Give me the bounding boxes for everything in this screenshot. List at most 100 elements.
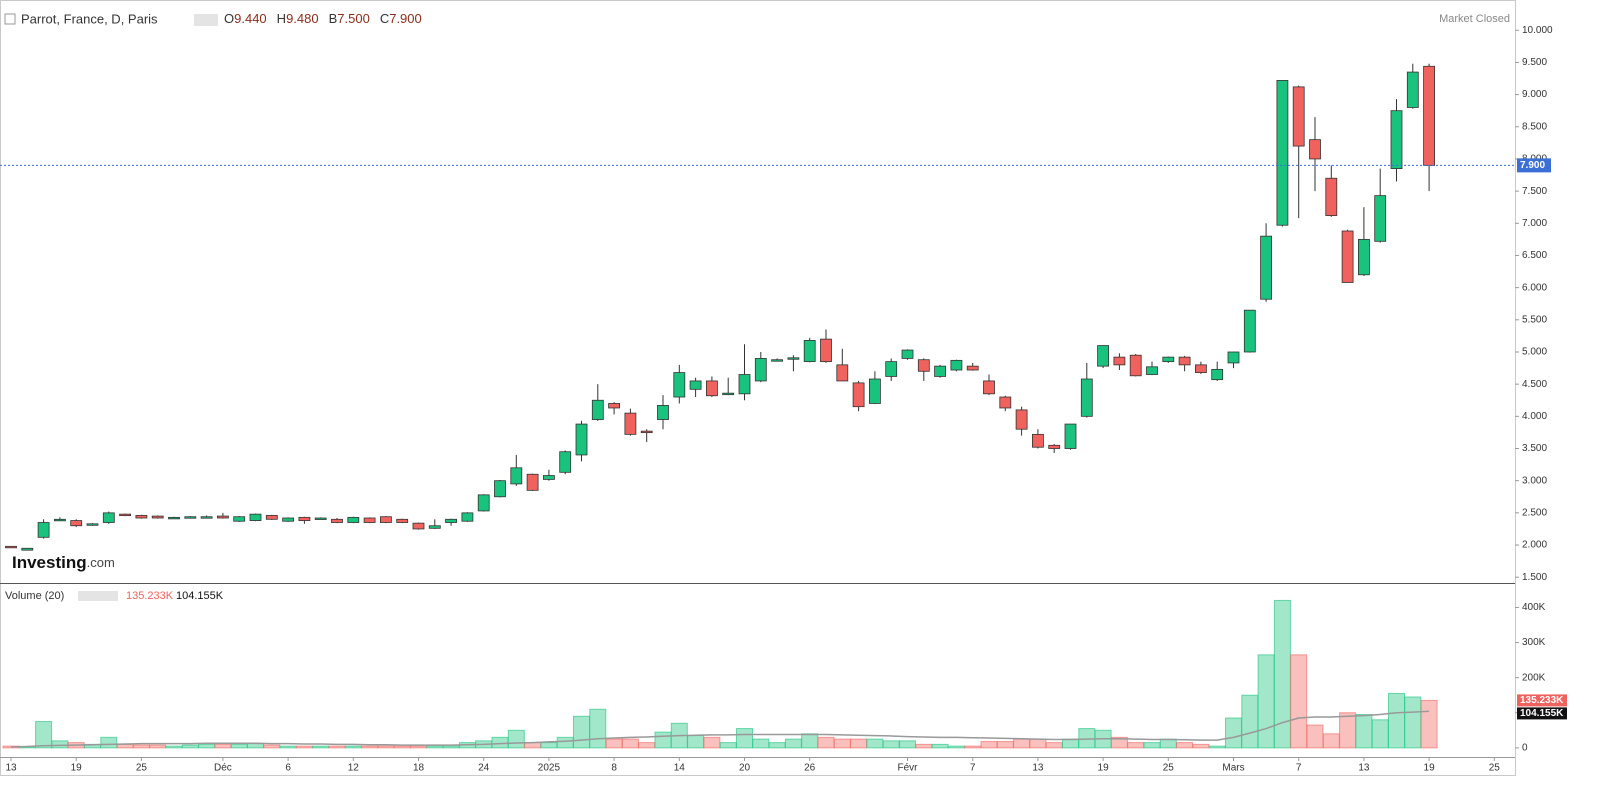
y-tick-label: 3.500: [1522, 443, 1547, 454]
candle-body: [1243, 309, 1256, 353]
volume-bar: [1062, 738, 1079, 749]
y-tick-label: 6.500: [1522, 250, 1547, 261]
volume-bar: [1371, 719, 1389, 749]
x-tick-label: 6: [285, 763, 291, 774]
volume-bar: [1241, 694, 1259, 749]
x-tick-label: 20: [739, 763, 751, 774]
logo-suffix: .com: [87, 555, 115, 570]
candle-body: [1032, 433, 1044, 448]
candle-body: [591, 399, 604, 420]
candle-body: [885, 361, 898, 377]
candle-body: [151, 515, 164, 519]
volume-icons[interactable]: [78, 591, 118, 601]
ohlc-key: H: [277, 11, 286, 26]
volume-bar: [1339, 712, 1357, 749]
volume-bar: [442, 745, 460, 749]
ohlc-value: 9.480: [286, 11, 319, 26]
volume-bar: [556, 736, 574, 749]
volume-bar: [1176, 742, 1194, 749]
candle-body: [1097, 345, 1109, 367]
candle-body: [754, 358, 767, 382]
candle-body: [836, 364, 849, 382]
x-tick-label: 26: [804, 763, 816, 774]
candle-body: [265, 515, 278, 520]
candle-body: [412, 522, 425, 530]
candle-body: [1325, 177, 1338, 216]
ohlc-key: C: [380, 11, 389, 26]
candle-body: [608, 403, 620, 409]
candle-body: [1227, 351, 1240, 364]
ohlc-legend: O9.440: [224, 11, 267, 26]
volume-bar: [1290, 654, 1308, 749]
candle-body: [624, 412, 637, 435]
candle-body: [999, 396, 1012, 409]
volume-bar: [947, 745, 965, 749]
candle-body: [917, 359, 930, 372]
volume-bar: [198, 743, 216, 749]
candle-body: [200, 516, 213, 519]
volume-bar: [116, 743, 134, 749]
volume-bar: [931, 743, 949, 749]
volume-bar: [964, 745, 982, 749]
candle-body: [1015, 409, 1028, 430]
volume-bar: [1355, 714, 1373, 749]
candle-body: [21, 547, 34, 551]
volume-bar: [1420, 699, 1438, 749]
volume-bar: [312, 745, 330, 749]
volume-bar: [687, 735, 705, 749]
candle-body: [314, 517, 327, 520]
candle-body: [1423, 65, 1435, 166]
candle-body: [543, 475, 555, 480]
volume-bar: [784, 738, 802, 749]
candle-body: [184, 516, 197, 519]
candle-body: [787, 357, 800, 360]
y-tick-label: 4.500: [1522, 379, 1547, 390]
volume-bar: [377, 745, 395, 749]
volume-bar: [1078, 728, 1096, 749]
y-tick-label: 1.500: [1522, 572, 1547, 583]
volume-ma-tag: [1517, 707, 1567, 720]
x-tick-label: 19: [1098, 763, 1110, 774]
y-tick-label: 3.000: [1522, 475, 1547, 486]
candle-body: [363, 517, 376, 523]
volume-bar: [1029, 738, 1047, 749]
x-tick-label: 7: [1296, 763, 1302, 774]
candle-body: [771, 359, 783, 362]
candle-body: [820, 338, 832, 363]
candle-body: [298, 516, 311, 521]
candle-body: [1260, 235, 1272, 300]
candle-body: [1374, 195, 1387, 242]
volume-bar: [573, 715, 590, 749]
candle-body: [706, 380, 718, 397]
header-icons[interactable]: [194, 14, 218, 26]
candle-body: [852, 382, 865, 408]
candle-body: [347, 516, 360, 523]
candle-body: [657, 404, 669, 420]
volume-bar: [100, 736, 118, 749]
volume-bar: [507, 729, 525, 749]
candle-body: [1358, 238, 1370, 276]
volume-bar: [230, 743, 248, 749]
candle-body: [575, 423, 588, 456]
volume-bar: [51, 740, 69, 749]
candle-body: [86, 523, 99, 526]
volume-bar: [328, 745, 346, 749]
candle-body: [1390, 110, 1403, 169]
x-tick-label: 19: [1424, 763, 1436, 774]
candle-body: [477, 494, 490, 512]
price-tag-label: 7.900: [1520, 160, 1545, 171]
volume-tag: [1517, 694, 1567, 707]
market-status: Market Closed: [1439, 13, 1510, 25]
volume-bar: [638, 742, 656, 749]
volume-bar: [882, 740, 900, 749]
volume-bar: [279, 745, 297, 749]
volume-bar: [1322, 733, 1340, 749]
x-tick-label: 2025: [538, 763, 561, 774]
candle-body: [966, 365, 979, 371]
volume-bar: [426, 745, 444, 749]
candle-body: [640, 430, 653, 434]
collapse-icon[interactable]: [4, 13, 16, 25]
volume-ma-tag-label: 104.155K: [1520, 708, 1564, 719]
candle-body: [168, 516, 180, 520]
